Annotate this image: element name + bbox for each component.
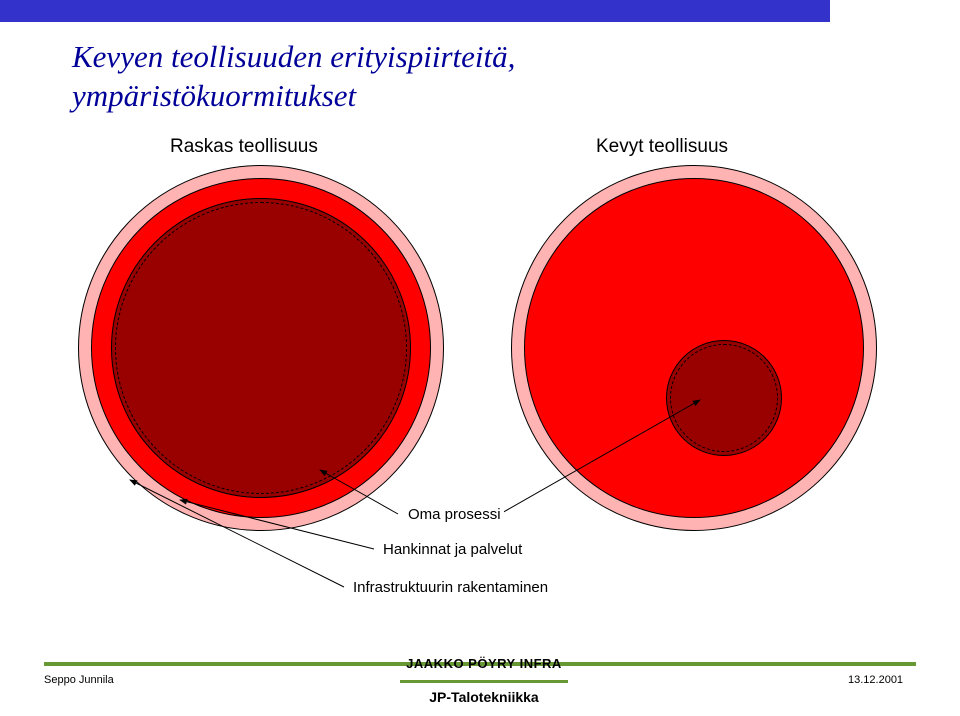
left-diagram-label: Raskas teollisuus bbox=[170, 136, 318, 158]
logo-bottom-text: JP-Talotekniikka bbox=[400, 689, 568, 705]
title-line-2: ympäristökuormitukset bbox=[72, 77, 515, 116]
legend-item-3: Infrastruktuurin rakentaminen bbox=[350, 579, 551, 596]
footer-logo: JAAKKO PÖYRY INFRA JP-Talotekniikka bbox=[400, 656, 568, 705]
slide-title: Kevyen teollisuuden erityispiirteitä, ym… bbox=[72, 38, 515, 116]
legend-text-2: Hankinnat ja palvelut bbox=[383, 541, 522, 558]
right-diagram-label: Kevyt teollisuus bbox=[596, 136, 728, 158]
legend-item-2: Hankinnat ja palvelut bbox=[380, 541, 525, 558]
footer-author: Seppo Junnila bbox=[44, 674, 114, 686]
top-bar bbox=[0, 0, 830, 22]
legend-item-1: Oma prosessi bbox=[405, 506, 504, 523]
legend-text-3: Infrastruktuurin rakentaminen bbox=[353, 579, 548, 596]
title-line-1: Kevyen teollisuuden erityispiirteitä, bbox=[72, 38, 515, 77]
legend-text-1: Oma prosessi bbox=[408, 506, 501, 523]
right-inner-dash bbox=[670, 344, 778, 452]
left-inner-dash bbox=[115, 202, 407, 494]
footer-date: 13.12.2001 bbox=[848, 674, 903, 686]
logo-top-text: JAAKKO PÖYRY INFRA bbox=[400, 656, 568, 671]
logo-bar bbox=[400, 680, 568, 683]
